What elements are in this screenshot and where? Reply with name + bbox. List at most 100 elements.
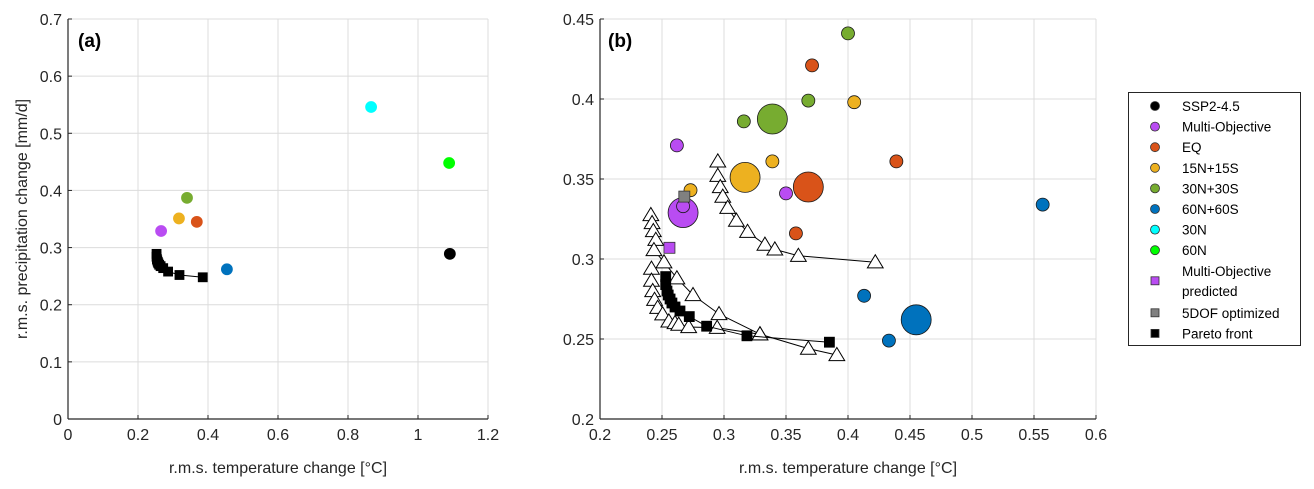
60n-60s-marker (1035, 197, 1050, 212)
panel-a-marks (151, 101, 456, 283)
15n-15s-marker (173, 212, 185, 225)
legend-label: Pareto front (1182, 326, 1253, 341)
triangle-front-2-marker (668, 269, 686, 285)
series-eq (789, 58, 904, 241)
pareto-front-marker (701, 320, 713, 332)
x-tick-label: 0.8 (337, 427, 359, 444)
y-tick-label: 0.25 (563, 332, 594, 349)
y-tick-label: 0.6 (40, 69, 62, 86)
multi-objective-marker (155, 225, 168, 237)
pareto-front-marker (741, 330, 753, 342)
y-tick-label: 0.45 (563, 12, 594, 29)
eq-large-marker (792, 171, 824, 203)
legend-item-15n-15s: 15N+15S (1150, 161, 1239, 176)
x-tick-label: 0.55 (1018, 427, 1049, 444)
y-tick-label: 0.4 (40, 183, 62, 200)
y-tick-label: 0.7 (40, 12, 62, 29)
legend-item-30n-30s: 30N+30S (1150, 181, 1239, 196)
x-tick-label: 0.35 (770, 427, 801, 444)
legend-item-eq: EQ (1150, 140, 1202, 155)
panel-b-axes: 0.2 0.25 0.3 0.35 0.4 0.45 0.5 0.55 0.6 0.2 0.25 0.… (563, 12, 1107, 444)
series-eq (190, 215, 203, 228)
legend-label: 30N (1182, 223, 1207, 238)
triangle-front-2-marker (684, 286, 702, 302)
pareto-front-marker (683, 311, 695, 323)
panel-a: 0 0.2 0.4 0.6 0.8 1 1.200.10.20.30.40.50.60.7 … (14, 12, 499, 477)
triangle-front-1-marker (709, 167, 727, 182)
panel-b-label: (b) (608, 31, 632, 52)
pareto-front-marker (163, 266, 174, 277)
triangle-front-2-marker (799, 340, 818, 355)
triangle-front-1-marker (727, 212, 746, 227)
x-tick-label: 0.45 (894, 427, 925, 444)
pareto-front-marker (174, 270, 185, 280)
60n-60s-marker (220, 263, 233, 276)
legend-circle-icon (1150, 142, 1160, 153)
30n-30s-large-marker (756, 103, 788, 135)
15n-15s-marker (847, 95, 862, 110)
series-5dof-optimized (678, 190, 691, 203)
x-tick-label: 0.6 (1085, 427, 1107, 444)
x-tick-label: 0.2 (127, 427, 149, 444)
y-tick-label: 0.1 (40, 355, 62, 372)
15n-15s-large-marker (729, 161, 761, 193)
legend-item-5dof-optimized: 5DOF optimized (1150, 306, 1280, 321)
triangle-front-2-marker (828, 346, 846, 362)
series-ssp2-4-5 (443, 247, 456, 260)
multi-objective-marker (669, 138, 684, 153)
legend-square-icon (1150, 328, 1160, 338)
triangle-front-1-marker (789, 247, 808, 262)
y-tick-label: 0.35 (563, 172, 594, 189)
triangle-front-1-marker (709, 152, 727, 168)
triangle-front-2-marker (655, 253, 673, 269)
y-tick-label: 0.2 (40, 298, 62, 315)
60n-60s-marker (882, 333, 896, 348)
series-30n-30s (736, 26, 855, 135)
ssp2-4-5-marker (443, 247, 456, 260)
legend-label: 30N+30S (1182, 181, 1239, 196)
legend-items: SSP2-4.5 Multi-Objective EQ 15N+15S 30N+30S 6… (1150, 99, 1280, 341)
series-30n (365, 101, 378, 113)
60n-60s-large-marker (900, 304, 932, 336)
triangle-front-3-marker (679, 318, 698, 334)
eq-marker (789, 226, 803, 241)
series-15n-15s (683, 95, 862, 198)
x-tick-label: 0.5 (961, 427, 983, 444)
panel-a-grid (67, 18, 489, 420)
series-multi-objective-predicted (663, 241, 676, 254)
legend-item-60n: 60N (1150, 243, 1207, 258)
eq-marker (190, 215, 203, 228)
triangle-front-1-marker (738, 223, 757, 238)
panel-a-ylabel: r.m.s. precipitation change [mm/d] (14, 99, 31, 339)
series-multi-objective (155, 225, 168, 237)
panel-a-xlabel: r.m.s. temperature change [°C] (169, 460, 387, 477)
pareto-front-marker (197, 272, 208, 283)
series-60n (443, 157, 456, 169)
y-tick-label: 0.5 (40, 126, 62, 143)
5dof-optimized-marker (678, 190, 691, 203)
eq-marker (805, 58, 819, 73)
panel-b-marks (642, 26, 1050, 362)
legend-circle-icon (1150, 101, 1160, 111)
series-pareto-front (151, 248, 208, 283)
legend-square-icon (1150, 276, 1160, 286)
x-tick-label: 0.25 (646, 427, 677, 444)
triangle-front-3-marker (669, 316, 688, 331)
series-triangle-front-2 (642, 206, 846, 362)
legend-item-pareto-front: Pareto front (1150, 326, 1253, 341)
x-tick-label: 0.4 (197, 427, 219, 444)
30n-30s-marker (841, 26, 855, 41)
x-tick-label: 0.4 (837, 427, 859, 444)
series-60n-60s (220, 263, 233, 276)
legend-item-multi-objective: Multi-Objective (1150, 120, 1271, 135)
series-multi-objective (667, 138, 793, 229)
legend-circle-icon (1150, 204, 1160, 214)
legend-circle-icon (1150, 245, 1160, 256)
x-tick-label: 0.6 (267, 427, 289, 444)
60n-marker (443, 157, 456, 169)
y-tick-label: 0.4 (572, 92, 594, 109)
triangle-front-1-marker (866, 253, 885, 269)
multi-objective-predicted-marker (663, 241, 676, 254)
y-tick-label: 0.2 (572, 412, 594, 429)
panel-b-xlabel: r.m.s. temperature change [°C] (739, 460, 957, 477)
